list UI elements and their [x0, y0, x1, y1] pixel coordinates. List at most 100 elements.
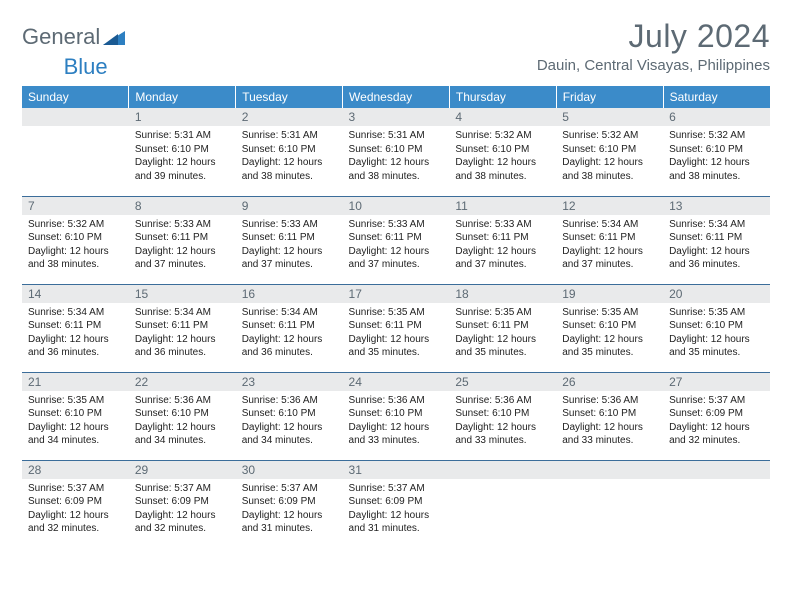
day-detail: Sunrise: 5:32 AMSunset: 6:10 PMDaylight:… — [556, 126, 663, 187]
month-title: July 2024 — [537, 18, 770, 55]
day-number: 8 — [129, 197, 236, 215]
day-number: 29 — [129, 461, 236, 479]
calendar-empty-cell — [663, 460, 770, 548]
calendar-day-cell: 7Sunrise: 5:32 AMSunset: 6:10 PMDaylight… — [22, 196, 129, 284]
day-detail: Sunrise: 5:36 AMSunset: 6:10 PMDaylight:… — [449, 391, 556, 452]
calendar-empty-cell — [449, 460, 556, 548]
calendar-empty-cell — [22, 108, 129, 196]
calendar-day-cell: 5Sunrise: 5:32 AMSunset: 6:10 PMDaylight… — [556, 108, 663, 196]
day-number: 28 — [22, 461, 129, 479]
calendar-day-cell: 30Sunrise: 5:37 AMSunset: 6:09 PMDayligh… — [236, 460, 343, 548]
calendar-week-row: 28Sunrise: 5:37 AMSunset: 6:09 PMDayligh… — [22, 460, 770, 548]
calendar-day-cell: 12Sunrise: 5:34 AMSunset: 6:11 PMDayligh… — [556, 196, 663, 284]
day-detail: Sunrise: 5:35 AMSunset: 6:11 PMDaylight:… — [449, 303, 556, 364]
calendar-empty-cell — [556, 460, 663, 548]
weekday-header: Thursday — [449, 86, 556, 108]
calendar-day-cell: 24Sunrise: 5:36 AMSunset: 6:10 PMDayligh… — [343, 372, 450, 460]
calendar-day-cell: 20Sunrise: 5:35 AMSunset: 6:10 PMDayligh… — [663, 284, 770, 372]
day-detail: Sunrise: 5:31 AMSunset: 6:10 PMDaylight:… — [343, 126, 450, 187]
weekday-header: Wednesday — [343, 86, 450, 108]
day-number: 14 — [22, 285, 129, 303]
day-number — [22, 108, 129, 126]
day-detail: Sunrise: 5:35 AMSunset: 6:11 PMDaylight:… — [343, 303, 450, 364]
calendar-day-cell: 6Sunrise: 5:32 AMSunset: 6:10 PMDaylight… — [663, 108, 770, 196]
calendar-week-row: 1Sunrise: 5:31 AMSunset: 6:10 PMDaylight… — [22, 108, 770, 196]
day-number — [663, 461, 770, 479]
logo: General — [22, 18, 125, 50]
calendar-day-cell: 19Sunrise: 5:35 AMSunset: 6:10 PMDayligh… — [556, 284, 663, 372]
day-number: 7 — [22, 197, 129, 215]
calendar-week-row: 14Sunrise: 5:34 AMSunset: 6:11 PMDayligh… — [22, 284, 770, 372]
day-number: 17 — [343, 285, 450, 303]
day-detail: Sunrise: 5:37 AMSunset: 6:09 PMDaylight:… — [236, 479, 343, 540]
day-number: 4 — [449, 108, 556, 126]
weekday-header: Monday — [129, 86, 236, 108]
logo-text-1: General — [22, 24, 100, 50]
weekday-header: Tuesday — [236, 86, 343, 108]
day-number: 9 — [236, 197, 343, 215]
calendar-day-cell: 4Sunrise: 5:32 AMSunset: 6:10 PMDaylight… — [449, 108, 556, 196]
calendar-day-cell: 31Sunrise: 5:37 AMSunset: 6:09 PMDayligh… — [343, 460, 450, 548]
calendar-body: 1Sunrise: 5:31 AMSunset: 6:10 PMDaylight… — [22, 108, 770, 548]
day-number: 15 — [129, 285, 236, 303]
day-number: 18 — [449, 285, 556, 303]
day-number: 5 — [556, 108, 663, 126]
calendar-day-cell: 21Sunrise: 5:35 AMSunset: 6:10 PMDayligh… — [22, 372, 129, 460]
day-detail: Sunrise: 5:34 AMSunset: 6:11 PMDaylight:… — [22, 303, 129, 364]
day-detail: Sunrise: 5:37 AMSunset: 6:09 PMDaylight:… — [129, 479, 236, 540]
calendar-table: SundayMondayTuesdayWednesdayThursdayFrid… — [22, 86, 770, 548]
day-detail: Sunrise: 5:37 AMSunset: 6:09 PMDaylight:… — [343, 479, 450, 540]
day-number: 19 — [556, 285, 663, 303]
day-detail: Sunrise: 5:33 AMSunset: 6:11 PMDaylight:… — [449, 215, 556, 276]
calendar-day-cell: 9Sunrise: 5:33 AMSunset: 6:11 PMDaylight… — [236, 196, 343, 284]
calendar-day-cell: 11Sunrise: 5:33 AMSunset: 6:11 PMDayligh… — [449, 196, 556, 284]
weekday-header: Saturday — [663, 86, 770, 108]
day-detail: Sunrise: 5:35 AMSunset: 6:10 PMDaylight:… — [22, 391, 129, 452]
title-block: July 2024 Dauin, Central Visayas, Philip… — [537, 18, 770, 74]
day-detail: Sunrise: 5:36 AMSunset: 6:10 PMDaylight:… — [343, 391, 450, 452]
logo-triangle-icon — [103, 31, 125, 45]
day-number: 12 — [556, 197, 663, 215]
day-number: 11 — [449, 197, 556, 215]
calendar-day-cell: 26Sunrise: 5:36 AMSunset: 6:10 PMDayligh… — [556, 372, 663, 460]
day-detail: Sunrise: 5:34 AMSunset: 6:11 PMDaylight:… — [556, 215, 663, 276]
location-label: Dauin, Central Visayas, Philippines — [537, 57, 770, 74]
day-detail: Sunrise: 5:35 AMSunset: 6:10 PMDaylight:… — [556, 303, 663, 364]
calendar-day-cell: 29Sunrise: 5:37 AMSunset: 6:09 PMDayligh… — [129, 460, 236, 548]
day-number: 6 — [663, 108, 770, 126]
calendar-day-cell: 15Sunrise: 5:34 AMSunset: 6:11 PMDayligh… — [129, 284, 236, 372]
logo-text-2: Blue — [64, 54, 108, 80]
calendar-page: General July 2024 Dauin, Central Visayas… — [0, 0, 792, 566]
day-number: 21 — [22, 373, 129, 391]
day-number: 31 — [343, 461, 450, 479]
weekday-header: Friday — [556, 86, 663, 108]
day-detail: Sunrise: 5:34 AMSunset: 6:11 PMDaylight:… — [236, 303, 343, 364]
calendar-day-cell: 1Sunrise: 5:31 AMSunset: 6:10 PMDaylight… — [129, 108, 236, 196]
day-number: 23 — [236, 373, 343, 391]
day-number: 25 — [449, 373, 556, 391]
calendar-day-cell: 17Sunrise: 5:35 AMSunset: 6:11 PMDayligh… — [343, 284, 450, 372]
calendar-head: SundayMondayTuesdayWednesdayThursdayFrid… — [22, 86, 770, 108]
day-number: 1 — [129, 108, 236, 126]
day-detail: Sunrise: 5:37 AMSunset: 6:09 PMDaylight:… — [22, 479, 129, 540]
day-number — [556, 461, 663, 479]
day-detail: Sunrise: 5:34 AMSunset: 6:11 PMDaylight:… — [663, 215, 770, 276]
calendar-day-cell: 22Sunrise: 5:36 AMSunset: 6:10 PMDayligh… — [129, 372, 236, 460]
day-number: 3 — [343, 108, 450, 126]
day-detail: Sunrise: 5:36 AMSunset: 6:10 PMDaylight:… — [129, 391, 236, 452]
day-detail: Sunrise: 5:33 AMSunset: 6:11 PMDaylight:… — [236, 215, 343, 276]
day-number: 16 — [236, 285, 343, 303]
day-number: 20 — [663, 285, 770, 303]
day-detail: Sunrise: 5:31 AMSunset: 6:10 PMDaylight:… — [129, 126, 236, 187]
day-number: 10 — [343, 197, 450, 215]
day-detail: Sunrise: 5:33 AMSunset: 6:11 PMDaylight:… — [343, 215, 450, 276]
day-detail: Sunrise: 5:36 AMSunset: 6:10 PMDaylight:… — [236, 391, 343, 452]
calendar-day-cell: 23Sunrise: 5:36 AMSunset: 6:10 PMDayligh… — [236, 372, 343, 460]
weekday-header: Sunday — [22, 86, 129, 108]
day-detail: Sunrise: 5:31 AMSunset: 6:10 PMDaylight:… — [236, 126, 343, 187]
day-number: 27 — [663, 373, 770, 391]
calendar-day-cell: 25Sunrise: 5:36 AMSunset: 6:10 PMDayligh… — [449, 372, 556, 460]
day-number: 22 — [129, 373, 236, 391]
day-detail: Sunrise: 5:34 AMSunset: 6:11 PMDaylight:… — [129, 303, 236, 364]
day-number: 13 — [663, 197, 770, 215]
